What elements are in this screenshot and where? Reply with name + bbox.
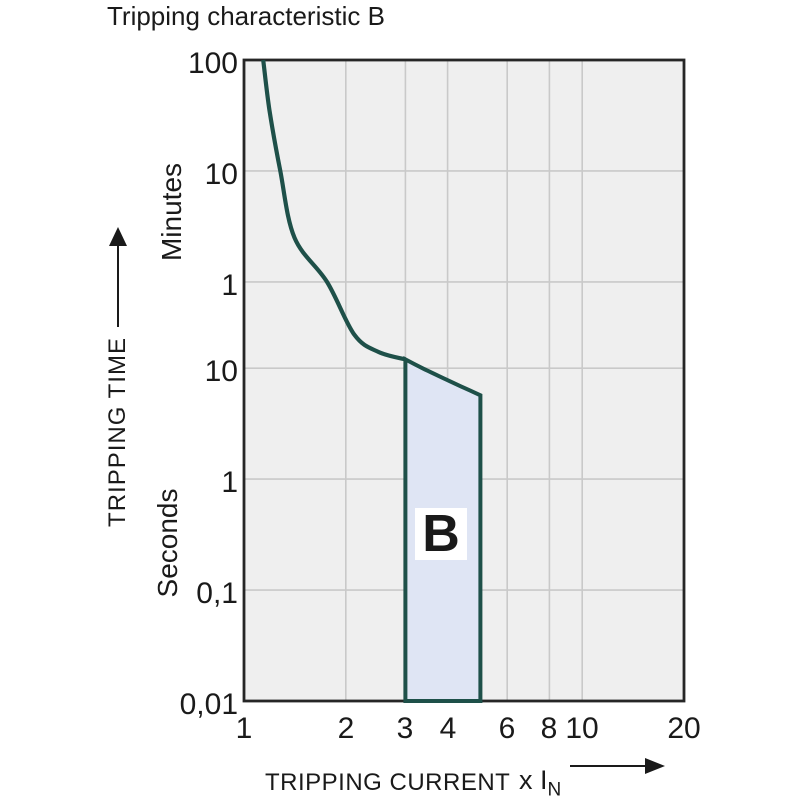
tripping-current-right-arrow-icon bbox=[570, 758, 665, 774]
b-region-label-box: B bbox=[415, 508, 467, 560]
y-tick-label: 10 bbox=[204, 355, 238, 388]
y-tick-label: 10 bbox=[204, 158, 238, 191]
x-axis-unit-symbol: x I bbox=[519, 765, 548, 795]
chart-title: Tripping characteristic B bbox=[107, 1, 385, 31]
x-axis-unit: x IN bbox=[519, 765, 561, 800]
x-tick-label: 4 bbox=[439, 712, 457, 745]
b-region-label: B bbox=[422, 505, 460, 563]
x-tick-label: 3 bbox=[396, 712, 414, 745]
tripping-time-up-arrow-icon bbox=[109, 227, 127, 327]
x-tick-label: 20 bbox=[667, 712, 701, 745]
y-tick-label: 1 bbox=[221, 269, 238, 302]
y-tick-label: 0,1 bbox=[196, 577, 238, 610]
x-tick-label: 2 bbox=[337, 712, 355, 745]
x-tick-label: 8 bbox=[540, 712, 558, 745]
x-tick-label: 10 bbox=[565, 712, 599, 745]
y-tick-label: 100 bbox=[187, 47, 238, 80]
trip-curve bbox=[261, 59, 406, 362]
y-tick-label: 1 bbox=[221, 466, 238, 499]
x-tick-label: 6 bbox=[498, 712, 516, 745]
x-axis-title: TRIPPING CURRENT bbox=[265, 769, 511, 796]
x-tick-label: 1 bbox=[235, 712, 253, 745]
y-tick-label: 0,01 bbox=[179, 688, 238, 721]
x-axis-unit-subscript: N bbox=[547, 779, 562, 800]
